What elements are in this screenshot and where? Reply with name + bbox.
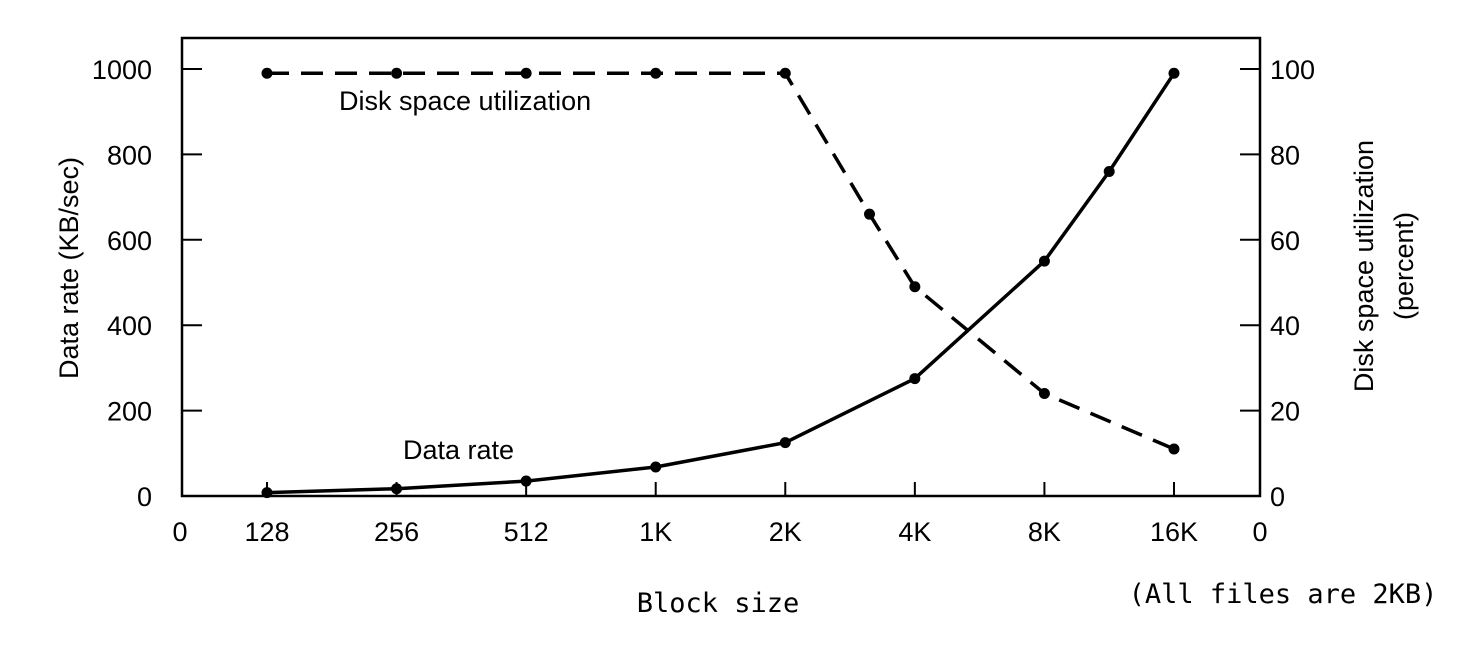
data-point-data-rate	[1168, 67, 1180, 79]
x-tick-label-right-zero: 0	[1252, 517, 1267, 547]
x-tick-label: 128	[244, 517, 289, 547]
data-point-data-rate	[779, 437, 791, 449]
y-tick-label: 600	[107, 226, 152, 256]
data-point-disk-space-utilization	[1038, 388, 1050, 400]
data-point-data-rate	[391, 483, 403, 495]
plot-frame	[180, 36, 1262, 498]
data-point-data-rate	[650, 461, 662, 473]
y2-tick-label: 100	[1270, 55, 1315, 85]
data-point-data-rate	[1103, 165, 1115, 177]
x-tick-label: 8K	[1028, 517, 1061, 547]
x-tick-label: 4K	[898, 517, 931, 547]
y-tick-label: 800	[107, 140, 152, 170]
data-point-disk-space-utilization	[909, 281, 921, 293]
series-label-disk-space-utilization: Disk space utilization	[339, 86, 591, 116]
y2-axis-title-line2: (percent)	[1389, 212, 1419, 320]
y2-tick-label: 20	[1270, 397, 1300, 427]
x-tick-label: 256	[374, 517, 419, 547]
y2-axis-title-line1: Disk space utilization	[1349, 140, 1379, 392]
series-layer	[261, 67, 1180, 499]
data-point-disk-space-utilization	[864, 208, 876, 220]
x-tick-label-left-zero: 0	[172, 517, 187, 547]
y2-tick-label: 40	[1270, 311, 1300, 341]
data-point-disk-space-utilization	[520, 67, 532, 79]
y-tick-label: 400	[107, 311, 152, 341]
y2-tick-label: 0	[1270, 482, 1285, 512]
data-point-data-rate	[520, 475, 532, 487]
data-point-data-rate	[261, 487, 273, 499]
series-line-data-rate	[266, 72, 1176, 495]
y-axis-right: 0 20 40 60 80 100	[1240, 55, 1315, 512]
x-axis: 128 256 512 1K 2K 4K 8K 16K	[244, 482, 1198, 547]
x-tick-label: 1K	[639, 517, 672, 547]
data-point-disk-space-utilization	[779, 67, 791, 79]
data-point-data-rate	[1038, 255, 1050, 267]
x-tick-label: 512	[504, 517, 549, 547]
data-point-disk-space-utilization	[391, 67, 403, 79]
y-tick-label: 0	[137, 482, 152, 512]
y-tick-label: 200	[107, 397, 152, 427]
y-tick-label: 1000	[92, 55, 152, 85]
data-point-disk-space-utilization	[261, 67, 273, 79]
y2-tick-label: 80	[1270, 140, 1300, 170]
note-text: (All files are 2KB)	[1129, 579, 1438, 610]
y-axis-left: 0 200 400 600 800 1000	[92, 55, 202, 512]
y-axis-title: Data rate (KB/sec)	[54, 157, 84, 379]
data-point-disk-space-utilization	[1168, 443, 1180, 455]
series-label-data-rate: Data rate	[403, 435, 514, 465]
data-point-data-rate	[909, 373, 921, 385]
x-tick-label: 16K	[1150, 517, 1198, 547]
x-tick-label: 2K	[769, 517, 802, 547]
data-point-disk-space-utilization	[650, 67, 662, 79]
y2-tick-label: 60	[1270, 226, 1300, 256]
x-axis-title: Block size	[637, 588, 800, 619]
series-line-disk-space-utilization	[267, 71, 1175, 451]
